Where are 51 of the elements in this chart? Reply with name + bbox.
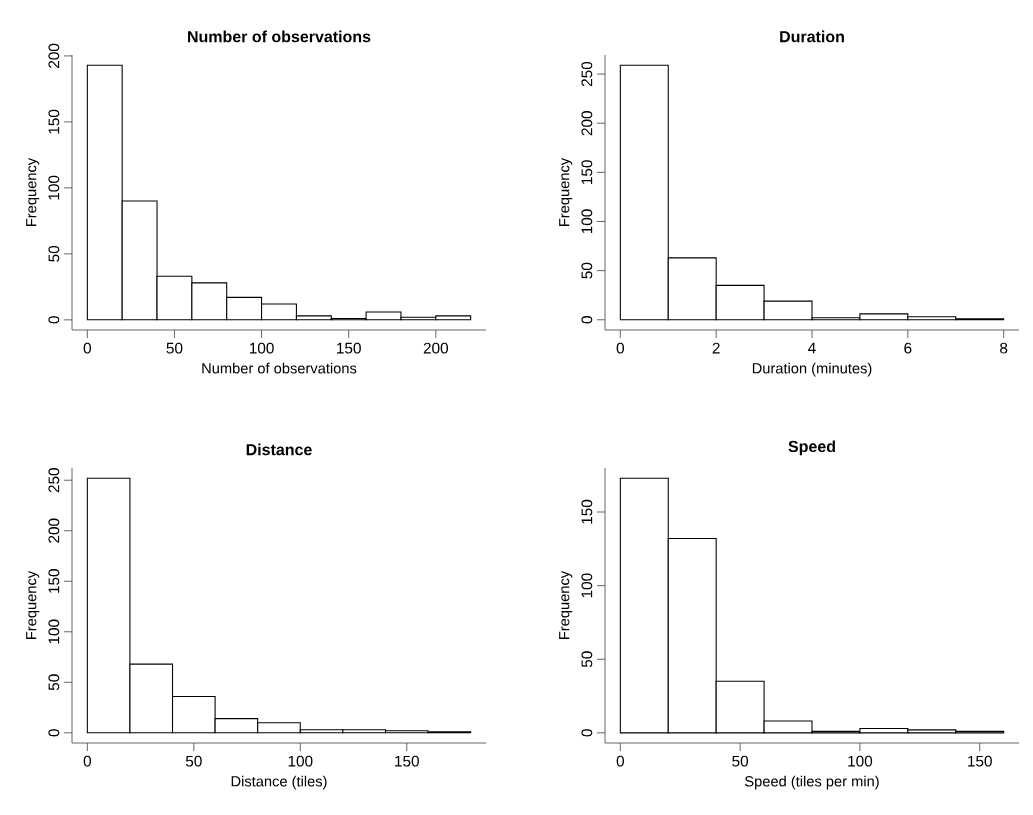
y-tick-label: 150 [48, 569, 60, 593]
y-tick-label: 0 [581, 316, 593, 324]
x-tick-label: 50 [732, 755, 749, 767]
x-tick-label: 6 [904, 342, 912, 354]
x-tick-label: 4 [808, 342, 816, 354]
x-tick-label: 0 [83, 755, 91, 767]
y-tick-label: 200 [48, 43, 60, 68]
x-axis-title: Speed (tiles per min) [745, 775, 879, 790]
x-tick-label: 150 [395, 755, 419, 767]
y-axis-title: Frequency [559, 570, 573, 639]
x-tick-label: 50 [166, 342, 183, 354]
y-tick-label: 50 [581, 262, 593, 279]
y-tick-label: 100 [581, 573, 593, 598]
x-axis-title: Distance (tiles) [231, 775, 327, 790]
x-tick-label: 100 [848, 755, 873, 767]
y-tick-label: 100 [48, 175, 60, 200]
x-tick-label: 0 [616, 342, 624, 354]
x-tick-label: 150 [337, 342, 361, 354]
y-tick-label: 50 [581, 651, 593, 668]
x-tick-label: 2 [712, 342, 720, 354]
x-tick-label: 100 [288, 755, 313, 767]
x-axis-title: Number of observations [202, 362, 357, 374]
x-tick-label: 150 [968, 755, 992, 767]
x-axis-title: Duration (minutes) [752, 362, 872, 377]
x-tick-label: 8 [1000, 342, 1008, 354]
chart-title: Number of observations [188, 30, 371, 43]
y-tick-label: 250 [581, 61, 593, 87]
y-tick-label: 200 [581, 111, 593, 136]
y-tick-label: 0 [48, 729, 60, 737]
y-axis-title: Frequency [26, 570, 40, 639]
x-tick-label: 0 [616, 755, 624, 767]
y-tick-label: 250 [48, 468, 60, 493]
y-tick-label: 100 [48, 619, 60, 644]
y-tick-label: 50 [48, 674, 60, 691]
y-axis-title: Frequency [26, 157, 40, 226]
y-tick-label: 0 [581, 729, 593, 737]
y-tick-label: 150 [48, 109, 60, 134]
chart-title: Distance [246, 443, 312, 456]
chart-title: Speed [788, 440, 835, 456]
x-tick-label: 200 [423, 342, 448, 354]
y-tick-label: 200 [48, 518, 60, 543]
y-axis-title: Frequency [559, 157, 573, 226]
y-tick-label: 0 [48, 316, 60, 324]
x-tick-label: 0 [83, 342, 91, 354]
chart-title: Duration [780, 30, 844, 43]
y-tick-label: 100 [581, 209, 593, 234]
x-tick-label: 50 [185, 755, 202, 767]
y-tick-label: 150 [581, 499, 593, 524]
x-tick-label: 100 [249, 342, 274, 354]
y-tick-label: 50 [48, 245, 60, 262]
y-tick-label: 150 [581, 160, 593, 184]
